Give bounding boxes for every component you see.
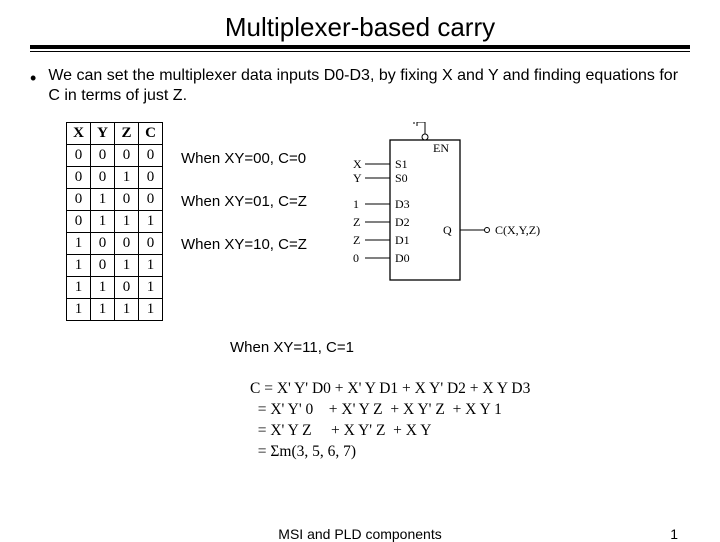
- en-label: EN: [433, 141, 449, 155]
- eq-line-2: = X' Y' 0 + X' Y Z + X Y' Z + X Y 1: [250, 401, 502, 418]
- out-label: C(X,Y,Z): [495, 223, 540, 237]
- table-row: 1000: [67, 233, 163, 255]
- s0-label: S0: [395, 171, 408, 185]
- d1-label: D1: [395, 233, 410, 247]
- q-label: Q: [443, 223, 452, 237]
- zero-label: 0: [353, 251, 359, 265]
- table-row: 1011: [67, 255, 163, 277]
- mux-diagram: EN S1 X S0 Y D3 1 D2 Z D1 Z D0 0: [335, 122, 555, 307]
- table-row: 0111: [67, 211, 163, 233]
- when-xy-00: When XY=00, C=0: [181, 150, 307, 167]
- z1-label: Z: [353, 215, 360, 229]
- when-xy-11: When XY=11, C=1: [230, 339, 690, 356]
- col-header: Y: [91, 123, 115, 145]
- bullet-item: • We can set the multiplexer data inputs…: [30, 66, 690, 106]
- eq-line-3: = X' Y Z + X Y' Z + X Y: [250, 422, 431, 439]
- s1-label: S1: [395, 157, 408, 171]
- z2-label: Z: [353, 233, 360, 247]
- one-label: 1: [353, 197, 359, 211]
- table-row: 1111: [67, 299, 163, 321]
- eq-line-1: C = X' Y' D0 + X' Y D1 + X Y' D2 + X Y D…: [250, 380, 530, 397]
- table-row: X Y Z C: [67, 123, 163, 145]
- x-label: X: [353, 157, 362, 171]
- d3-label: D3: [395, 197, 410, 211]
- equations: C = X' Y' D0 + X' Y D1 + X Y' D2 + X Y D…: [250, 378, 690, 462]
- title-divider: [30, 45, 690, 52]
- bullet-dot-icon: •: [30, 68, 36, 88]
- table-row: 0100: [67, 189, 163, 211]
- col-header: C: [139, 123, 163, 145]
- d2-label: D2: [395, 215, 410, 229]
- eq-line-4: = Σm(3, 5, 6, 7): [250, 443, 356, 460]
- d0-label: D0: [395, 251, 410, 265]
- when-xy-10: When XY=10, C=Z: [181, 236, 307, 253]
- col-header: X: [67, 123, 91, 145]
- col-header: Z: [115, 123, 139, 145]
- table-row: 0010: [67, 167, 163, 189]
- y-label: Y: [353, 171, 362, 185]
- bullet-text: We can set the multiplexer data inputs D…: [48, 66, 690, 106]
- when-xy-01: When XY=01, C=Z: [181, 193, 307, 210]
- mux-svg-icon: EN S1 X S0 Y D3 1 D2 Z D1 Z D0 0: [335, 122, 555, 302]
- truth-table: X Y Z C 0000 0010 0100 0111 1000 1011 11…: [66, 122, 163, 321]
- when-column: When XY=00, C=0 When XY=01, C=Z When XY=…: [181, 122, 307, 253]
- page-title: Multiplexer-based carry: [30, 12, 690, 43]
- table-row: 0000: [67, 145, 163, 167]
- table-row: 1101: [67, 277, 163, 299]
